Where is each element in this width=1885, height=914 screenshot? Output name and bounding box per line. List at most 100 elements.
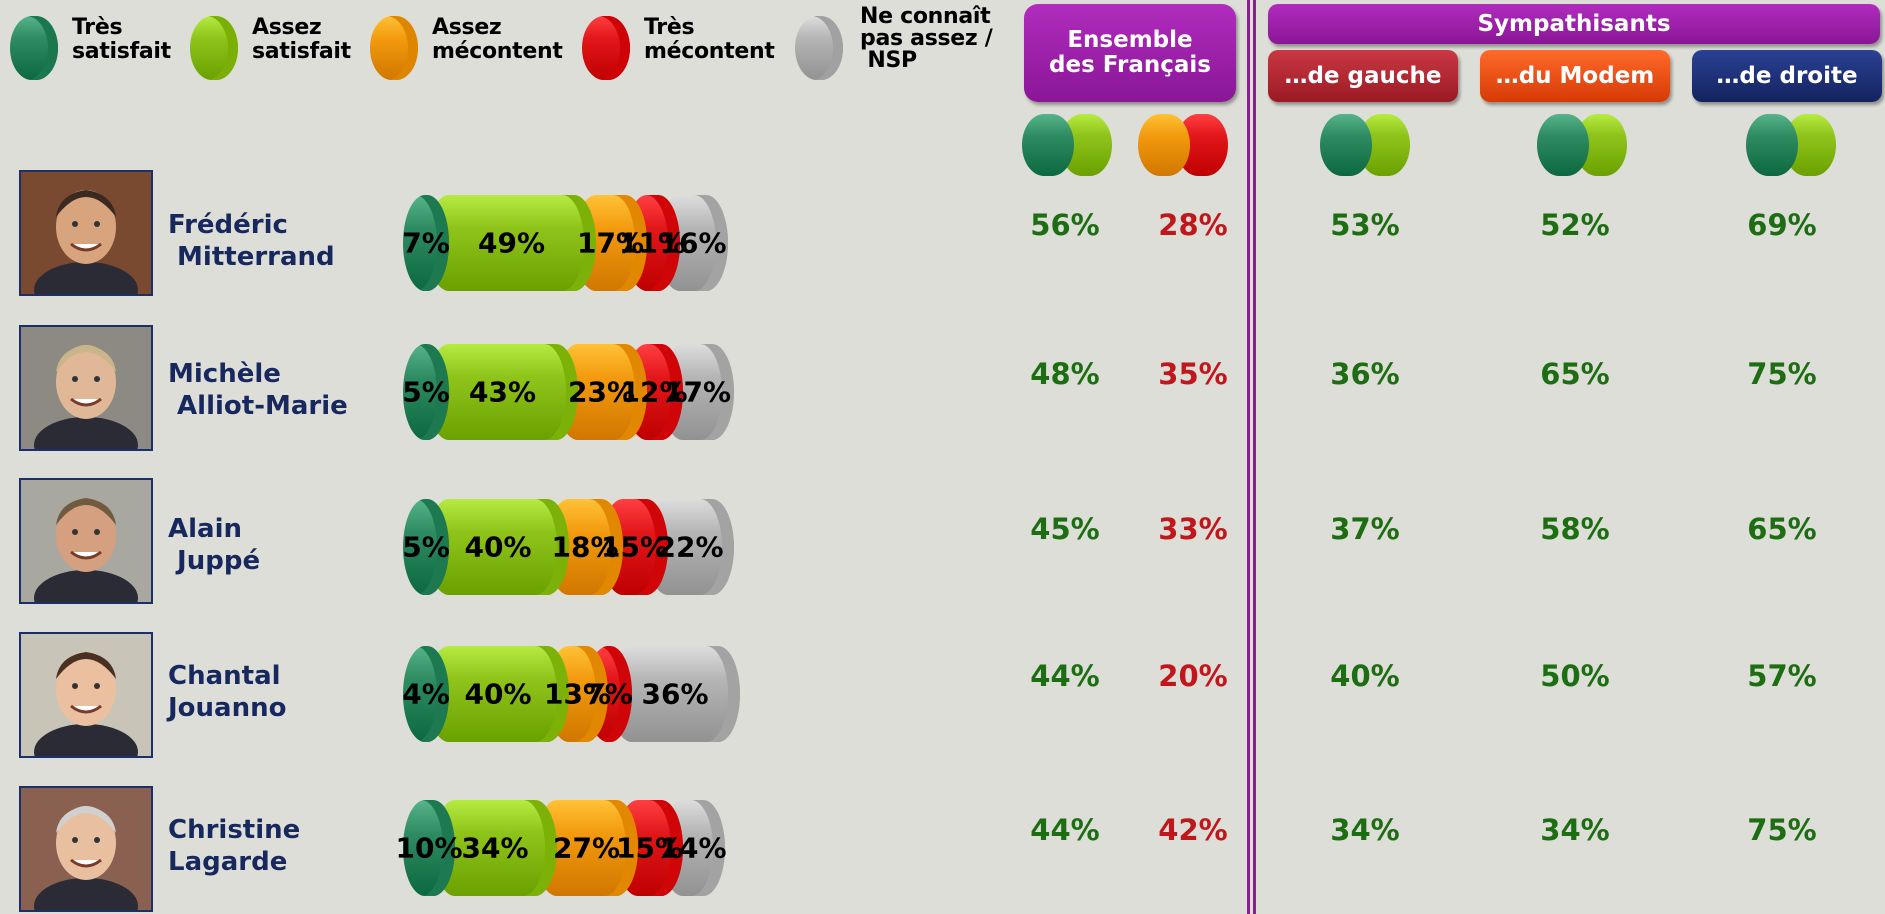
legend-label-tres_satisfait: Très satisfait xyxy=(72,15,171,64)
bar-segment-tres_satisfait xyxy=(403,646,449,742)
separator-line xyxy=(1253,0,1256,914)
table-cell-ensemble_mecontents: 42% xyxy=(1158,813,1228,847)
bar-value-label: 23% xyxy=(567,375,636,409)
bar-value-label: 40% xyxy=(464,677,532,711)
legend-swatch-assez_mecontent xyxy=(370,16,418,80)
bar-segment-tres_satisfait xyxy=(403,800,455,896)
column-icon-segment xyxy=(1320,114,1372,176)
bar-segment-assez_satisfait xyxy=(427,499,569,595)
table-cell-ensemble_satisfaits: 44% xyxy=(1030,659,1100,693)
table-cell-gauche_satisfaits: 40% xyxy=(1330,659,1400,693)
table-cell-droite_satisfaits: 57% xyxy=(1747,659,1817,693)
separator-line xyxy=(1247,0,1250,914)
table-cell-modem_satisfaits: 65% xyxy=(1540,357,1610,391)
header-sympathisants-label: Sympathisants xyxy=(1477,11,1671,37)
header-gauche: …de gauche xyxy=(1268,50,1458,102)
bar-value-label: 5% xyxy=(402,530,450,564)
column-icon-segment xyxy=(1022,114,1074,176)
bar-segment-assez_satisfait xyxy=(427,344,578,440)
portrait-photo xyxy=(19,170,153,296)
bar-value-label: 14% xyxy=(659,831,727,865)
portrait-image xyxy=(21,172,151,294)
bar-value-label: 27% xyxy=(552,831,621,865)
table-cell-ensemble_mecontents: 28% xyxy=(1158,208,1228,242)
legend-label-assez_mecontent: Assez mécontent xyxy=(432,15,563,64)
portrait-image xyxy=(21,480,151,602)
header-ensemble: Ensemble des Français xyxy=(1024,4,1236,102)
bar-segment-assez_satisfait xyxy=(427,195,596,291)
legend-swatch-nsp xyxy=(795,16,843,80)
bar-segment-tres_satisfait xyxy=(403,195,449,291)
person-name: Alain Juppé xyxy=(168,514,261,576)
portrait-image xyxy=(21,788,151,910)
table-cell-droite_satisfaits: 69% xyxy=(1747,208,1817,242)
bar-value-label: 17% xyxy=(576,226,645,260)
table-cell-modem_satisfaits: 58% xyxy=(1540,512,1610,546)
table-cell-modem_satisfaits: 34% xyxy=(1540,813,1610,847)
table-cell-ensemble_satisfaits: 48% xyxy=(1030,357,1100,391)
column-icon-segment xyxy=(1746,114,1798,176)
table-cell-gauche_satisfaits: 36% xyxy=(1330,357,1400,391)
bar-value-label: 22% xyxy=(656,530,724,564)
legend-swatch-assez_satisfait xyxy=(190,16,238,80)
bar-value-label: 13% xyxy=(543,677,612,711)
header-droite: …de droite xyxy=(1692,50,1882,102)
person-name: Frédéric Mitterrand xyxy=(168,210,335,272)
portrait-photo xyxy=(19,325,153,451)
bar-segment-assez_satisfait xyxy=(427,646,569,742)
portrait-image xyxy=(21,327,151,449)
legend-label-nsp: Ne connaît pas assez / NSP xyxy=(860,4,993,73)
table-cell-modem_satisfaits: 52% xyxy=(1540,208,1610,242)
table-cell-droite_satisfaits: 65% xyxy=(1747,512,1817,546)
bar-value-label: 17% xyxy=(663,375,732,409)
bar-value-label: 40% xyxy=(464,530,532,564)
table-cell-ensemble_mecontents: 33% xyxy=(1158,512,1228,546)
table-cell-ensemble_satisfaits: 45% xyxy=(1030,512,1100,546)
legend-label-assez_satisfait: Assez satisfait xyxy=(252,15,351,64)
bar-value-label: 49% xyxy=(477,226,546,260)
header-modem-label: …du Modem xyxy=(1495,63,1655,89)
table-cell-modem_satisfaits: 50% xyxy=(1540,659,1610,693)
column-icon-segment xyxy=(1138,114,1190,176)
header-sympathisants: Sympathisants xyxy=(1268,4,1880,44)
table-cell-gauche_satisfaits: 34% xyxy=(1330,813,1400,847)
bar-value-label: 15% xyxy=(615,831,684,865)
bar-value-label: 7% xyxy=(585,677,633,711)
legend-swatch-tres_satisfait xyxy=(10,16,58,80)
bar-value-label: 18% xyxy=(551,530,619,564)
header-ensemble-label: Ensemble des Français xyxy=(1049,27,1211,78)
bar-value-label: 43% xyxy=(468,375,537,409)
header-droite-label: …de droite xyxy=(1716,63,1858,89)
portrait-photo xyxy=(19,632,153,758)
portrait-photo xyxy=(19,478,153,604)
legend-swatch-tres_mecontent xyxy=(582,16,630,80)
person-name: Chantal Jouanno xyxy=(168,661,287,723)
bar-value-label: 7% xyxy=(402,226,450,260)
bar-value-label: 5% xyxy=(402,375,450,409)
header-gauche-label: …de gauche xyxy=(1284,63,1442,89)
table-cell-ensemble_mecontents: 20% xyxy=(1158,659,1228,693)
legend-label-tres_mecontent: Très mécontent xyxy=(644,15,775,64)
person-name: Christine Lagarde xyxy=(168,815,301,877)
bar-value-label: 12% xyxy=(620,375,688,409)
bar-value-label: 11% xyxy=(618,226,687,260)
bar-value-label: 4% xyxy=(402,677,450,711)
table-cell-ensemble_satisfaits: 44% xyxy=(1030,813,1100,847)
table-cell-droite_satisfaits: 75% xyxy=(1747,357,1817,391)
bar-value-label: 10% xyxy=(395,831,463,865)
portrait-image xyxy=(21,634,151,756)
bar-segment-tres_satisfait xyxy=(403,344,449,440)
portrait-photo xyxy=(19,786,153,912)
table-cell-gauche_satisfaits: 53% xyxy=(1330,208,1400,242)
column-icon-segment xyxy=(1537,114,1589,176)
table-cell-droite_satisfaits: 75% xyxy=(1747,813,1817,847)
table-cell-ensemble_satisfaits: 56% xyxy=(1030,208,1100,242)
table-cell-gauche_satisfaits: 37% xyxy=(1330,512,1400,546)
bar-value-label: 15% xyxy=(600,530,669,564)
bar-value-label: 34% xyxy=(461,831,529,865)
table-cell-ensemble_mecontents: 35% xyxy=(1158,357,1228,391)
header-modem: …du Modem xyxy=(1480,50,1670,102)
bar-value-label: 16% xyxy=(659,226,727,260)
person-name: Michèle Alliot-Marie xyxy=(168,359,348,421)
bar-segment-tres_satisfait xyxy=(403,499,449,595)
